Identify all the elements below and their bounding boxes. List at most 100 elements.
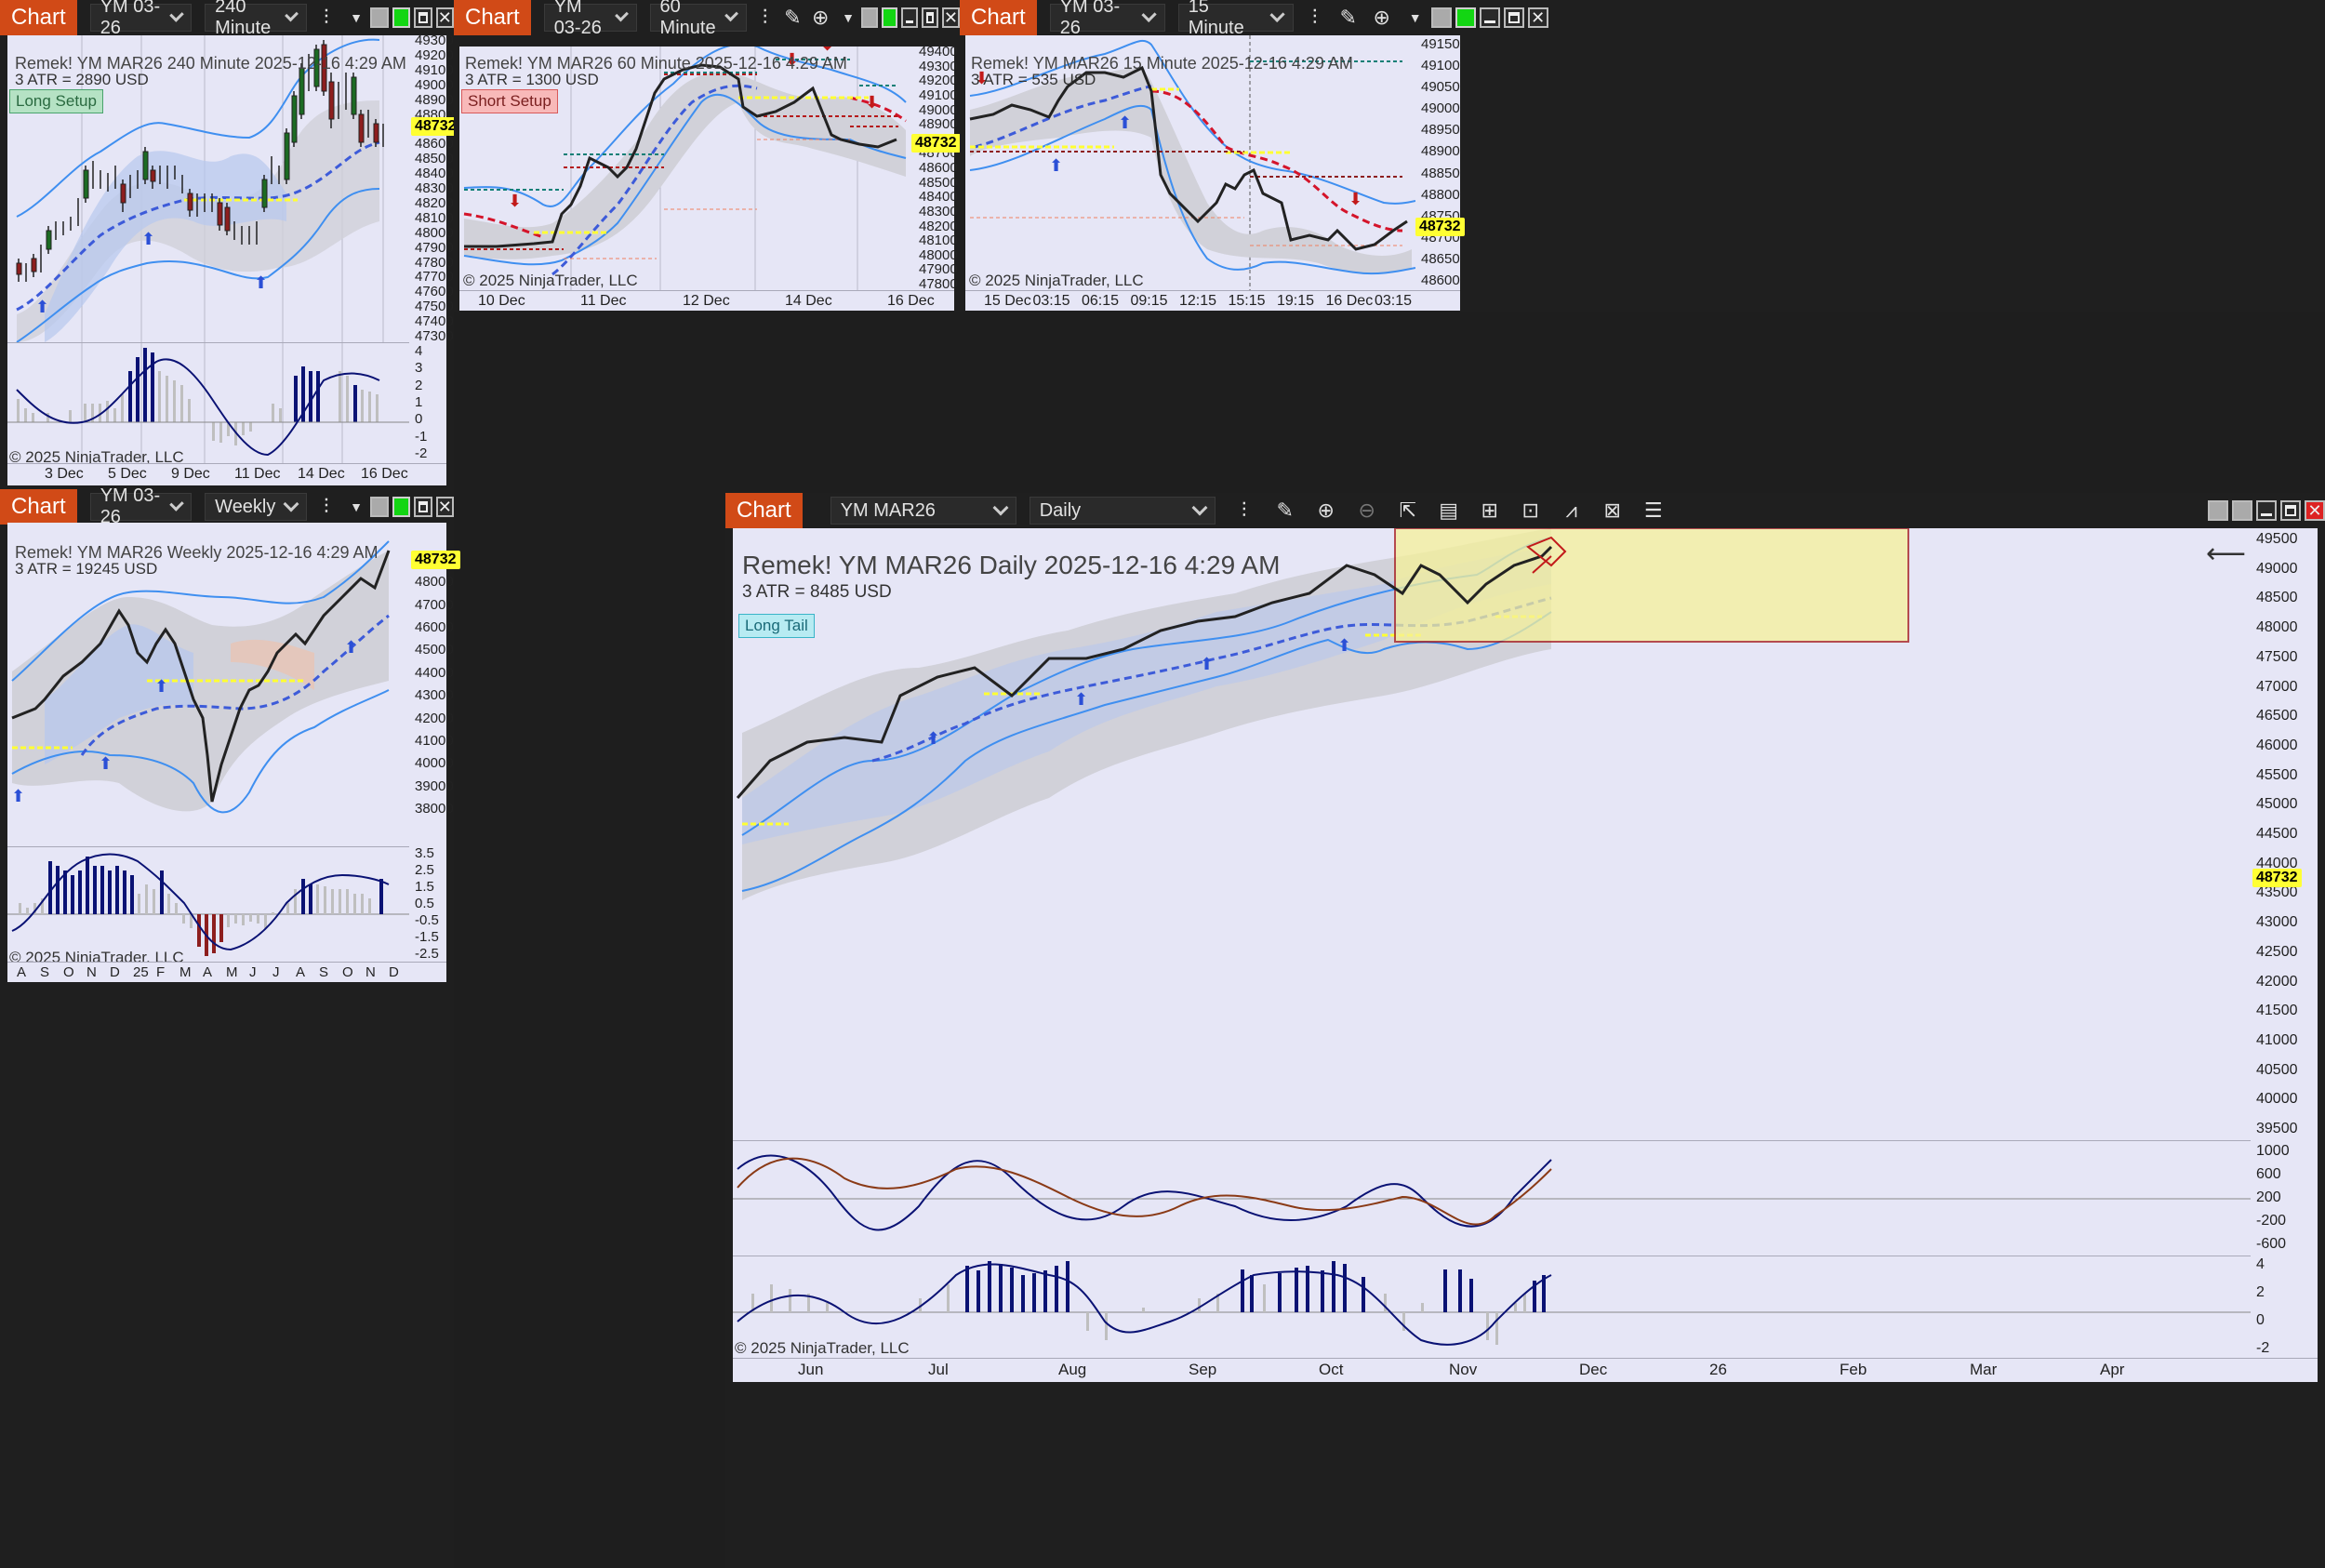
chart-tab[interactable]: Chart (0, 0, 77, 35)
oscillator-panel[interactable] (7, 846, 409, 962)
maximize-button[interactable] (2280, 500, 2301, 521)
price-axis[interactable]: 4940049300492004910049000489004880048700… (913, 44, 958, 292)
chart-tab[interactable]: Chart (0, 489, 77, 525)
link-grey-button[interactable] (860, 7, 878, 28)
close-button[interactable]: ✕ (1527, 7, 1548, 28)
chart-tab[interactable]: Chart (454, 0, 531, 35)
trend-icon[interactable]: ⩘ (1565, 498, 1577, 522)
price-panel[interactable]: ⬇ ⬇ ⬇ ⬇ Remek! YM MAR26 60 Minute 2025-12-1… (459, 47, 913, 290)
link-grey-button[interactable] (2208, 500, 2228, 521)
link-grey-button[interactable] (370, 7, 389, 28)
oscillator-axis[interactable]: 4 3 2 1 0 -1 -2 (409, 342, 446, 463)
bar-style-icon[interactable]: ⫶ (1241, 498, 1247, 522)
interval-selector[interactable]: 60 Minute (649, 0, 747, 38)
tick-label: 49100 (919, 86, 958, 103)
tick-label: 48500 (415, 151, 454, 167)
maximize-button[interactable] (414, 7, 432, 28)
link-green-button[interactable] (392, 497, 411, 517)
draw-pencil-icon[interactable]: ✎ (1276, 498, 1294, 522)
draw-pencil-icon[interactable]: ✎ (1339, 6, 1357, 29)
oscillator-axis-2[interactable]: 4 2 0 -2 (2251, 1256, 2318, 1358)
chevron-down-icon[interactable]: ▼ (350, 499, 364, 514)
price-axis[interactable]: 4900048000470004600045000440004300042000… (409, 523, 454, 846)
bar-style-icon[interactable]: ⫶ (1311, 6, 1318, 29)
zoom-in-icon[interactable]: ⊕ (1317, 498, 1335, 522)
tick-label: 46000 (2256, 737, 2298, 753)
oscillator-panel-2[interactable] (733, 1256, 2251, 1358)
zoom-in-icon[interactable]: ⊕ (1373, 6, 1390, 29)
zoom-in-icon[interactable]: ⊕ (811, 6, 830, 29)
draw-pencil-icon[interactable]: ✎ (784, 6, 802, 29)
link-green-button[interactable] (392, 7, 411, 28)
tick-label: 14 Dec (298, 466, 345, 482)
interval-selector[interactable]: 240 Minute (205, 0, 307, 38)
link-grey-button[interactable] (370, 497, 389, 517)
price-axis[interactable]: 49500 49000 48500 48000 47500 47000 46500 46000… (2251, 528, 2318, 1140)
tick-label: 19:15 (1277, 293, 1315, 309)
properties-icon[interactable]: ⊠ (1603, 498, 1621, 522)
price-panel[interactable]: ⬆ ⬆ ⬆ Remek! YM MAR26 240 Minute 2025-12-1… (7, 35, 409, 342)
maximize-button[interactable] (922, 7, 938, 28)
interval-selector[interactable]: Daily (1029, 497, 1216, 525)
price-panel[interactable]: ⬆ ⬆ ⬇ ⬇ Remek! YM MAR26 15 Minute 2025-12-… (965, 35, 1415, 290)
instrument-selector[interactable]: YM MAR26 (830, 497, 1016, 525)
instrument-selector[interactable]: YM 03-26 (89, 485, 193, 527)
minimize-button[interactable] (1479, 7, 1500, 28)
close-button[interactable]: ✕ (435, 7, 454, 28)
oscillator-axis[interactable]: 3.5 2.5 1.5 0.5 -0.5 -1.5 -2.5 (409, 845, 446, 962)
chart-toolbar: Chart YM 03-26 Weekly ⫶ ▼ ✕ (0, 485, 454, 527)
maximize-button[interactable] (414, 497, 432, 517)
chevron-down-icon[interactable]: ▼ (350, 10, 364, 25)
price-panel[interactable]: ⬆ ⬆ ⬆ ⬆ Remek! YM MAR26 Daily 2025-12-16 4:… (733, 528, 2251, 1140)
chart-tab[interactable]: Chart (725, 493, 803, 528)
tick-label: 46000 (415, 619, 454, 636)
link-green-button[interactable] (881, 7, 898, 28)
chart-tab[interactable]: Chart (960, 0, 1037, 35)
price-panel[interactable]: ⬆ ⬆ ⬆ ⬆ Remek! YM MAR26 Weekly 2025-12-16 4… (7, 523, 409, 846)
chevron-down-icon[interactable]: ▼ (842, 10, 855, 25)
time-axis[interactable]: 10 Dec 11 Dec 12 Dec 14 Dec 16 Dec (459, 290, 954, 311)
tick-label: 47900 (415, 239, 454, 256)
time-axis[interactable]: Jun Jul Aug Sep Oct Nov Dec 26 Feb Mar Apr (733, 1358, 2318, 1382)
link-green-button[interactable] (1455, 7, 1476, 28)
strategies-icon[interactable]: ⊡ (1521, 498, 1539, 522)
pointer-icon[interactable]: ⇱ (1399, 498, 1416, 522)
link-grey-button-2[interactable] (2232, 500, 2252, 521)
oscillator-axis-1[interactable]: 1000 600 200 -200 -600 (2251, 1140, 2318, 1256)
data-box-icon[interactable]: ▤ (1439, 498, 1459, 522)
time-axis[interactable]: A S O N D 25 F M A M J J A S O N D (7, 962, 446, 982)
interval-selector[interactable]: Weekly (205, 493, 307, 521)
back-arrow-icon[interactable]: ⟵ (2206, 538, 2247, 569)
oscillator-panel[interactable] (7, 342, 409, 464)
bar-style-icon[interactable]: ⫶ (324, 6, 329, 29)
instrument-selector[interactable]: YM 03-26 (89, 0, 193, 38)
price-axis[interactable]: 49150 49100 49050 49000 48950 48900 48850 48800… (1415, 35, 1460, 290)
tick-label: 48100 (919, 233, 958, 249)
oscillator-panel-1[interactable] (733, 1140, 2251, 1256)
time-axis[interactable]: 3 Dec 5 Dec 9 Dec 11 Dec 14 Dec 16 Dec (7, 463, 446, 485)
list-icon[interactable]: ☰ (1643, 498, 1663, 522)
tick-label: Aug (1058, 1361, 1087, 1378)
indicators-icon[interactable]: ⊞ (1481, 498, 1498, 522)
instrument-selector[interactable]: YM 03-26 (1049, 0, 1165, 38)
link-grey-button[interactable] (1430, 7, 1452, 28)
interval-selector[interactable]: 15 Minute (1177, 0, 1294, 38)
time-axis[interactable]: 15 Dec 03:15 06:15 09:15 12:15 15:15 19:15 16 D… (965, 290, 1460, 311)
close-button[interactable]: ✕ (2305, 500, 2325, 521)
tick-label: Jun (798, 1361, 824, 1378)
minimize-button[interactable] (901, 7, 919, 28)
svg-text:⬇: ⬇ (1348, 190, 1362, 208)
tick-label: 47800 (415, 254, 454, 271)
instrument-selector[interactable]: YM 03-26 (543, 0, 637, 38)
maximize-button[interactable] (1503, 7, 1524, 28)
price-axis[interactable]: 4930049200491004900048900488004870048600… (409, 33, 454, 344)
tick-label: 10 Dec (478, 293, 525, 309)
tick-label: J (272, 964, 280, 980)
bar-style-icon[interactable]: ⫶ (324, 495, 329, 518)
chevron-down-icon[interactable]: ▼ (1408, 10, 1422, 25)
bar-style-icon[interactable]: ⫶ (762, 6, 768, 29)
close-button[interactable]: ✕ (435, 497, 454, 517)
minimize-button[interactable] (2256, 500, 2277, 521)
close-button[interactable]: ✕ (941, 7, 960, 28)
zoom-out-icon[interactable]: ⊖ (1358, 498, 1375, 522)
